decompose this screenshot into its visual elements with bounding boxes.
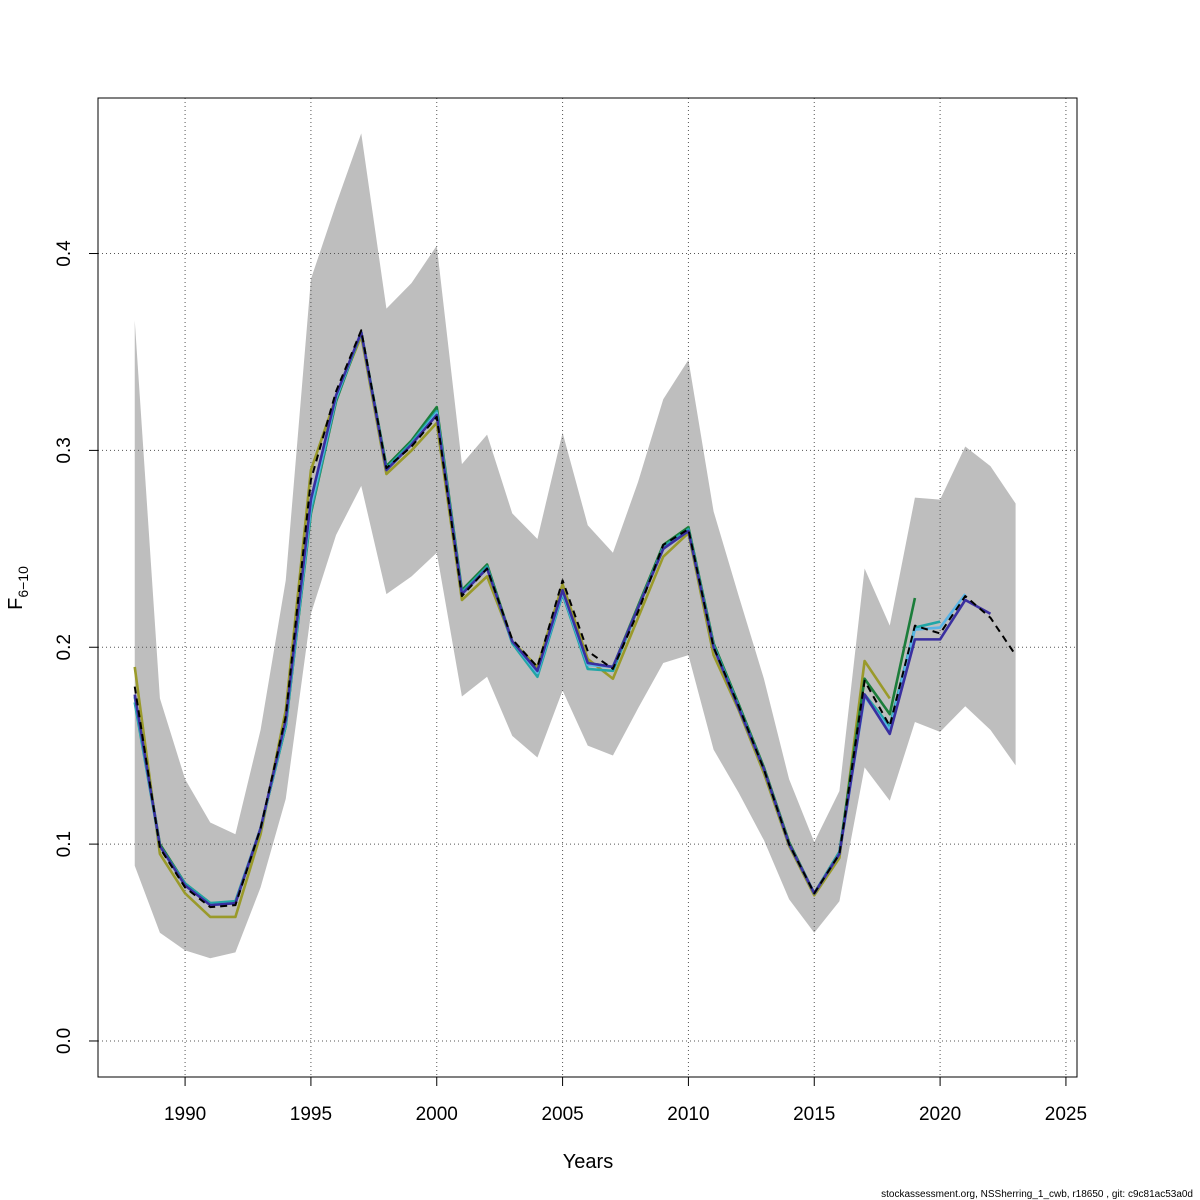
y-tick-label: 0.3 (54, 437, 75, 463)
y-axis-label: F6−10 (5, 566, 31, 610)
x-tick-label: 2005 (541, 1104, 583, 1125)
plot-frame (97, 97, 1078, 1078)
y-tick-label: 0.1 (54, 831, 75, 857)
x-tick-label: 1990 (164, 1104, 206, 1125)
y-axis-label-main: F (5, 598, 27, 610)
x-tick-label: 2000 (416, 1104, 458, 1125)
confidence-band (134, 133, 1016, 959)
x-tick-label: 2025 (1045, 1104, 1087, 1125)
y-tick-label: 0.2 (54, 634, 75, 660)
x-tick-label: 2020 (919, 1104, 961, 1125)
series-line (133, 329, 1017, 909)
y-axis-label-sub: 6−10 (15, 566, 31, 598)
footer: stockassessment.org, NSSherring_1_cwb, r… (881, 1189, 1193, 1200)
x-tick-label: 1995 (290, 1104, 332, 1125)
y-tick-label: 0.0 (54, 1028, 75, 1054)
y-tick-label: 0.4 (54, 240, 75, 267)
x-tick-label: 2010 (667, 1104, 709, 1125)
x-tick-label: 2015 (793, 1104, 835, 1125)
x-axis-label: Years (563, 1151, 613, 1173)
